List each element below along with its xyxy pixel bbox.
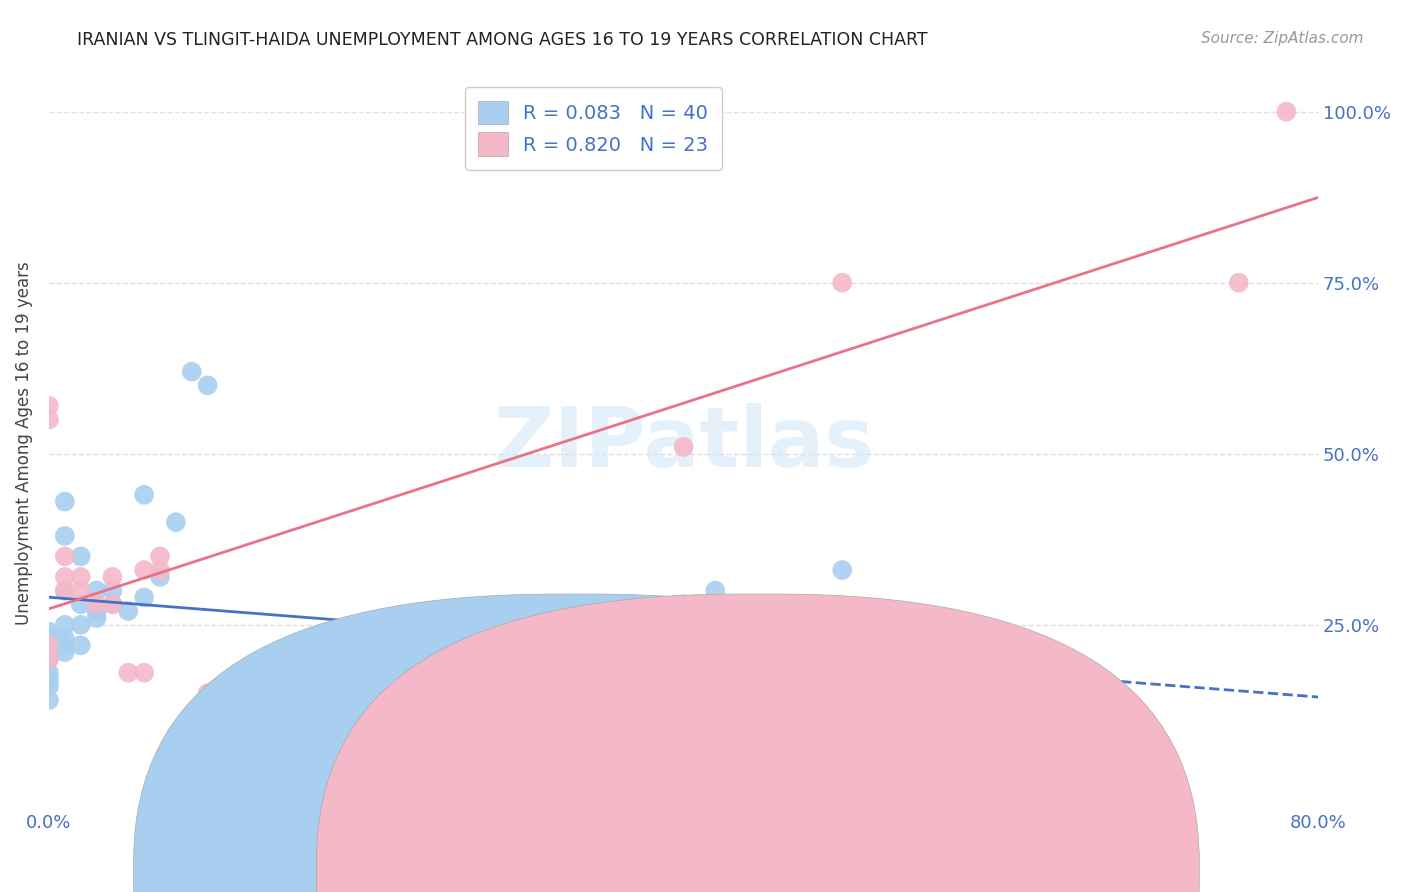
Point xyxy=(1227,276,1250,290)
Point xyxy=(38,412,60,426)
Point xyxy=(672,597,695,611)
Point xyxy=(180,365,202,379)
Point xyxy=(831,563,853,577)
Point xyxy=(38,693,60,707)
Point xyxy=(990,734,1012,748)
Point xyxy=(38,673,60,687)
Point xyxy=(149,563,172,577)
Point xyxy=(69,549,91,564)
Point xyxy=(910,734,932,748)
Point xyxy=(704,583,727,598)
Point xyxy=(69,638,91,652)
Point xyxy=(53,638,76,652)
Point xyxy=(101,597,124,611)
Point xyxy=(69,617,91,632)
Y-axis label: Unemployment Among Ages 16 to 19 years: Unemployment Among Ages 16 to 19 years xyxy=(15,261,32,625)
Point xyxy=(831,604,853,618)
Point xyxy=(134,591,156,605)
Point xyxy=(134,563,156,577)
Point xyxy=(53,549,76,564)
Point xyxy=(672,440,695,454)
Point xyxy=(53,529,76,543)
Point xyxy=(86,597,108,611)
Text: Iranians: Iranians xyxy=(619,861,690,879)
Point xyxy=(38,652,60,666)
Point xyxy=(117,665,139,680)
Legend: R = 0.083   N = 40, R = 0.820   N = 23: R = 0.083 N = 40, R = 0.820 N = 23 xyxy=(465,87,721,169)
Point xyxy=(117,604,139,618)
Point xyxy=(101,570,124,584)
Point xyxy=(149,549,172,564)
Point xyxy=(38,679,60,693)
Point xyxy=(38,652,60,666)
Point xyxy=(134,488,156,502)
Point xyxy=(86,604,108,618)
Text: IRANIAN VS TLINGIT-HAIDA UNEMPLOYMENT AMONG AGES 16 TO 19 YEARS CORRELATION CHAR: IRANIAN VS TLINGIT-HAIDA UNEMPLOYMENT AM… xyxy=(77,31,928,49)
Point xyxy=(53,632,76,646)
Point xyxy=(53,570,76,584)
Point xyxy=(86,583,108,598)
Point xyxy=(53,645,76,659)
Point xyxy=(38,645,60,659)
Point xyxy=(101,583,124,598)
Point xyxy=(38,665,60,680)
Point xyxy=(38,638,60,652)
Point xyxy=(53,494,76,508)
Point xyxy=(38,399,60,413)
Point xyxy=(149,570,172,584)
Point xyxy=(69,597,91,611)
Point xyxy=(69,570,91,584)
Point xyxy=(276,699,298,714)
Point xyxy=(197,686,219,700)
Point xyxy=(165,515,187,529)
Point xyxy=(86,611,108,625)
Point xyxy=(990,734,1012,748)
Point xyxy=(910,741,932,756)
Point xyxy=(69,583,91,598)
Point xyxy=(38,632,60,646)
Point xyxy=(197,378,219,392)
Text: Source: ZipAtlas.com: Source: ZipAtlas.com xyxy=(1201,31,1364,46)
Point xyxy=(1275,104,1298,119)
Point xyxy=(53,583,76,598)
Point xyxy=(38,624,60,639)
Point xyxy=(38,638,60,652)
Point xyxy=(101,597,124,611)
Text: Tlingit-Haida: Tlingit-Haida xyxy=(801,861,917,879)
Point xyxy=(53,617,76,632)
Text: ZIPatlas: ZIPatlas xyxy=(494,403,875,484)
Point xyxy=(831,276,853,290)
Point xyxy=(134,665,156,680)
Point xyxy=(53,583,76,598)
